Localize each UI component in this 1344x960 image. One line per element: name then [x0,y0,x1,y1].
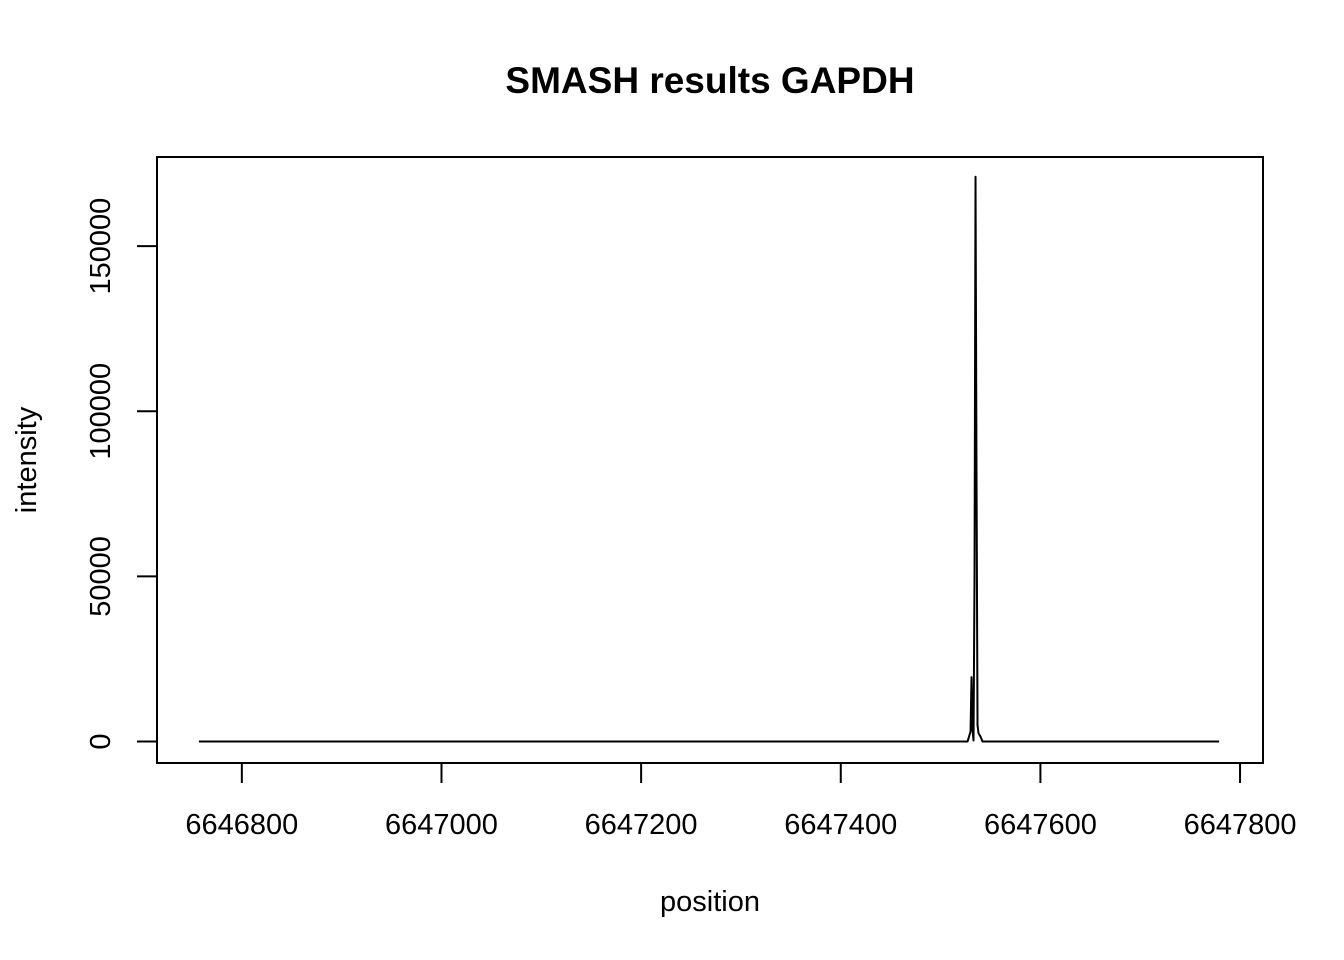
y-tick-label: 50000 [85,536,117,617]
x-tick-label: 6647200 [585,809,698,841]
y-tick-label: 0 [85,733,117,749]
x-tick-label: 6647000 [385,809,498,841]
x-axis: 6646800 6647000 6647200 6647400 6647600 66478… [185,762,1297,841]
chart-title: SMASH results GAPDH [505,60,914,101]
series-layer [198,175,1220,743]
y-axis: 0 50000 100000 150000 [85,198,158,750]
series-line [198,175,1220,743]
y-tick-label: 100000 [85,363,117,460]
x-tick-label: 6647800 [1184,809,1297,841]
y-tick-label: 150000 [85,198,117,295]
x-axis-label: position [660,886,760,918]
x-tick-label: 6647600 [984,809,1097,841]
x-tick-label: 6647400 [784,809,897,841]
x-tick-label: 6646800 [185,809,298,841]
y-axis-label: intensity [11,406,43,513]
plot-frame [156,156,1264,764]
